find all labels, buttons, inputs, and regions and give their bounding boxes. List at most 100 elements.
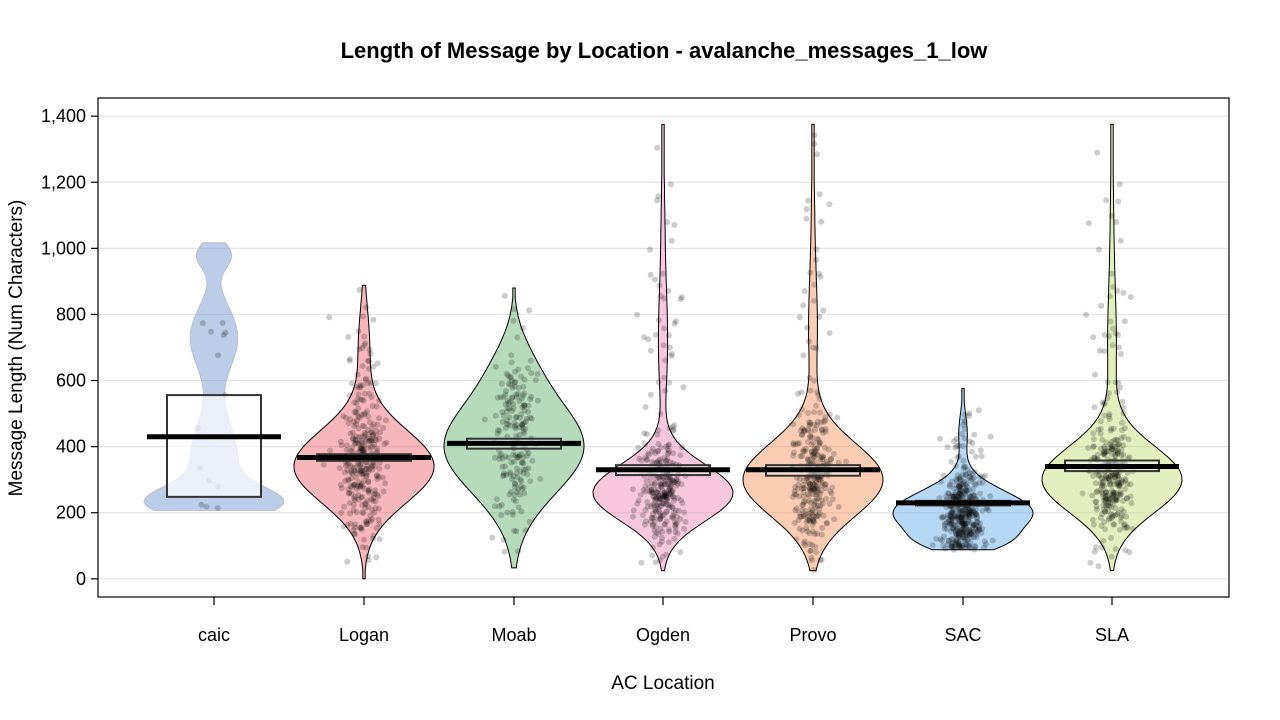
- data-point: [947, 513, 953, 520]
- data-point: [806, 486, 813, 493]
- data-point: [976, 525, 983, 532]
- data-point: [1090, 444, 1097, 450]
- data-point: [368, 461, 375, 467]
- data-point: [1114, 450, 1121, 457]
- data-point: [1120, 433, 1127, 440]
- data-point: [511, 379, 518, 386]
- data-point: [808, 448, 815, 455]
- data-point: [811, 281, 818, 288]
- data-point: [957, 534, 964, 540]
- data-point: [362, 465, 369, 472]
- data-point: [344, 467, 351, 474]
- data-point: [802, 511, 809, 518]
- data-point: [948, 458, 955, 465]
- data-point: [343, 442, 350, 449]
- data-point: [929, 542, 936, 549]
- data-point: [520, 402, 527, 409]
- data-point: [208, 328, 214, 335]
- data-point: [949, 514, 956, 521]
- data-point: [1105, 516, 1112, 523]
- data-point: [1122, 476, 1129, 483]
- data-point: [638, 457, 645, 464]
- data-point: [653, 494, 660, 500]
- data-point: [807, 433, 814, 440]
- data-point: [1093, 489, 1100, 496]
- data-point: [368, 437, 375, 444]
- data-point: [671, 320, 678, 327]
- data-point: [1101, 348, 1108, 355]
- data-point: [512, 498, 519, 505]
- data-point: [965, 505, 972, 512]
- data-point: [1110, 446, 1117, 453]
- data-point: [960, 465, 967, 472]
- data-point: [654, 502, 661, 509]
- data-point: [1108, 515, 1115, 522]
- data-point: [340, 413, 347, 420]
- bean-ogden: [592, 123, 734, 572]
- data-point: [364, 427, 371, 434]
- data-point: [972, 510, 979, 517]
- data-point: [653, 495, 660, 502]
- data-point: [652, 496, 659, 503]
- data-point: [962, 531, 969, 538]
- data-point: [1118, 452, 1125, 458]
- data-point: [1106, 411, 1113, 417]
- data-point: [813, 479, 820, 486]
- data-point: [351, 497, 358, 504]
- data-point: [640, 487, 647, 493]
- data-point: [960, 457, 967, 464]
- data-point: [1110, 481, 1117, 488]
- data-point: [979, 507, 986, 514]
- data-point: [1109, 451, 1115, 458]
- data-point: [517, 476, 524, 483]
- data-point: [350, 527, 357, 533]
- data-point: [977, 447, 984, 454]
- data-point: [956, 490, 963, 497]
- data-point: [650, 486, 657, 493]
- data-point: [646, 483, 653, 490]
- data-point: [963, 481, 970, 488]
- data-point: [651, 481, 658, 488]
- data-point: [663, 495, 670, 502]
- data-point: [966, 514, 973, 521]
- data-point: [958, 508, 965, 515]
- data-point: [966, 512, 973, 519]
- data-point: [502, 401, 509, 408]
- data-point: [509, 476, 516, 483]
- data-point: [957, 507, 964, 514]
- data-point: [500, 536, 507, 543]
- data-point: [360, 446, 367, 453]
- data-point: [666, 504, 673, 511]
- data-point: [821, 481, 828, 488]
- data-point: [647, 347, 654, 354]
- data-point: [971, 522, 978, 529]
- data-point: [975, 526, 982, 533]
- data-point: [953, 482, 960, 489]
- data-point: [513, 393, 520, 400]
- data-point: [811, 132, 818, 139]
- data-point: [1104, 448, 1111, 454]
- data-point: [955, 527, 962, 534]
- data-point: [522, 527, 529, 534]
- data-point: [961, 419, 968, 426]
- data-point: [515, 453, 521, 460]
- data-point: [666, 528, 673, 535]
- data-point: [955, 534, 962, 541]
- data-point: [368, 438, 375, 445]
- data-point: [361, 433, 368, 440]
- data-point: [368, 429, 375, 436]
- data-point: [359, 422, 366, 429]
- data-point: [967, 507, 973, 514]
- data-point: [805, 517, 812, 524]
- data-point: [1102, 498, 1109, 505]
- data-point: [1123, 513, 1130, 520]
- data-point: [661, 454, 668, 461]
- data-point: [1127, 493, 1134, 500]
- data-point: [790, 449, 797, 456]
- data-point: [950, 539, 957, 546]
- data-point: [1112, 546, 1119, 553]
- data-point: [970, 534, 977, 541]
- data-point: [1108, 425, 1115, 432]
- data-point: [652, 450, 659, 457]
- data-point: [843, 458, 849, 465]
